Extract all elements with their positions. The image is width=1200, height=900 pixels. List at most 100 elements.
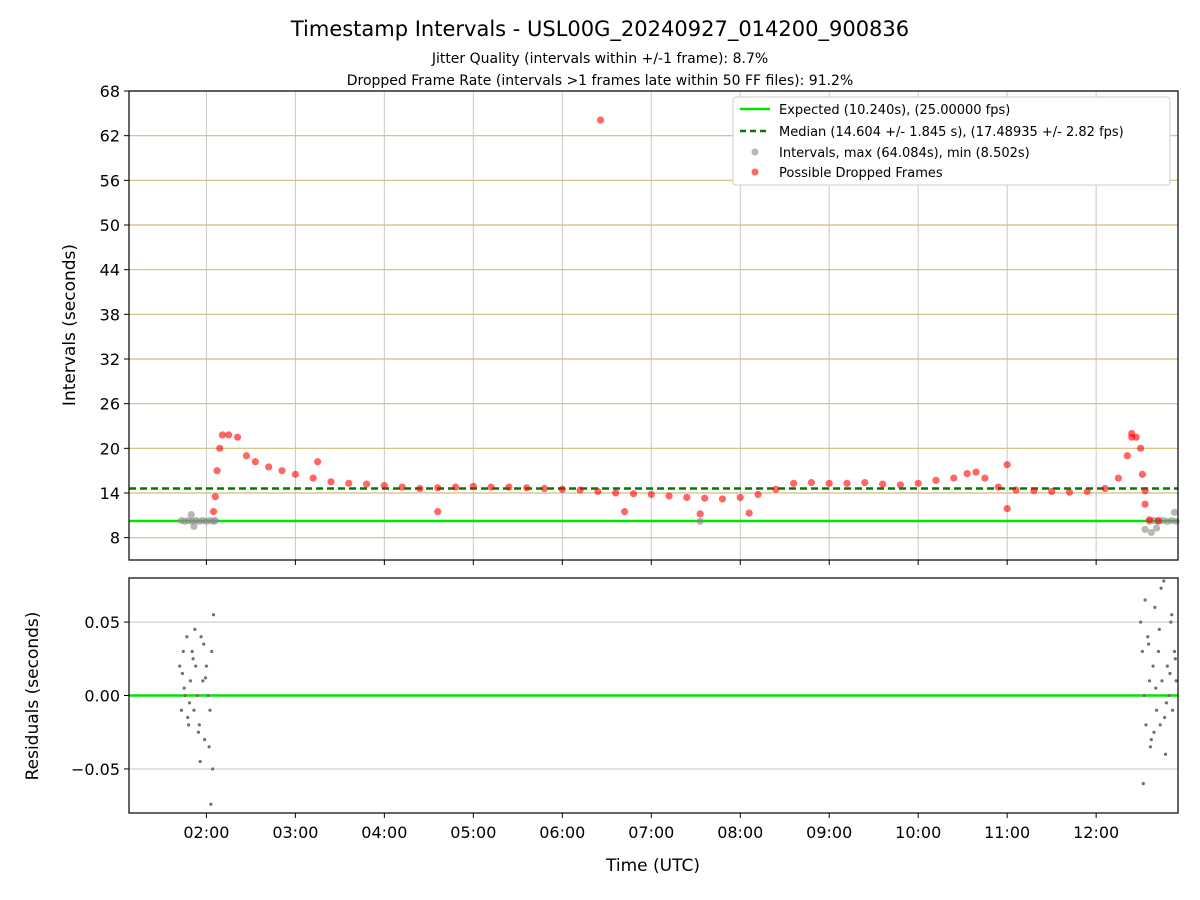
dropped-frame-point — [1114, 474, 1122, 482]
top-panel-y-ticks: 8 14 20 26 32 38 44 50 56 62 68 — [100, 82, 129, 548]
residual-point — [187, 701, 192, 705]
residual-point — [207, 745, 211, 749]
dropped-frame-point — [629, 490, 638, 498]
dropped-frame-point — [972, 468, 980, 476]
residual-point — [194, 664, 198, 668]
dropped-frame-point — [718, 495, 727, 503]
residual-point — [181, 649, 185, 654]
residual-point — [1163, 715, 1167, 720]
bottom-x-tick-label: 12:00 — [1073, 823, 1119, 842]
residual-point — [197, 723, 201, 727]
residual-point — [1154, 686, 1158, 690]
residual-point — [1157, 627, 1161, 632]
residual-point — [1171, 708, 1175, 712]
dropped-frame-point — [843, 479, 851, 487]
residual-point — [201, 679, 205, 683]
dropped-frame-point — [596, 116, 605, 124]
dropped-frame-point — [505, 483, 513, 491]
top-y-tick-label: 62 — [100, 127, 120, 146]
dropped-frame-point — [1145, 516, 1154, 524]
residual-point — [1143, 598, 1147, 602]
dropped-frame-point — [994, 483, 1002, 491]
dropped-frame-point — [963, 470, 971, 478]
dropped-frame-point — [950, 474, 958, 482]
dropped-frame-point — [523, 484, 531, 492]
bottom-y-axis-label: Residuals (seconds) — [23, 612, 43, 781]
dropped-frame-point — [1030, 487, 1038, 495]
dropped-frame-point — [647, 490, 655, 499]
residual-point — [1173, 657, 1177, 661]
residual-point — [202, 642, 206, 646]
legend-box — [732, 96, 1171, 186]
residual-point — [1169, 620, 1173, 624]
residual-point — [208, 708, 212, 712]
top-panel-x-ticks — [205, 560, 1097, 565]
residual-point — [1147, 679, 1152, 683]
residual-point — [185, 635, 189, 639]
dropped-frame-point — [314, 458, 322, 466]
dropped-frame-point — [981, 474, 989, 482]
dropped-frame-point — [213, 467, 221, 475]
bottom-x-tick-label: 04:00 — [361, 823, 407, 842]
residual-point — [1148, 745, 1153, 749]
top-y-tick-label: 26 — [100, 395, 120, 414]
dropped-frame-point — [620, 508, 629, 516]
dropped-frame-point — [754, 490, 762, 499]
dropped-frame-point — [362, 480, 371, 488]
residual-point — [1159, 586, 1163, 590]
residual-point — [211, 613, 216, 617]
dropped-frame-point — [380, 481, 388, 490]
top-y-axis-label: Intervals (seconds) — [60, 244, 80, 406]
bottom-x-tick-label: 02:00 — [183, 823, 229, 842]
dropped-frame-point — [278, 467, 286, 475]
residual-point — [199, 635, 203, 639]
residual-point — [1174, 679, 1178, 683]
bottom-panel-x-ticks: 02:00 03:00 04:00 05:00 06:00 07:00 08:00 09:00… — [183, 813, 1119, 842]
residual-point — [1156, 649, 1161, 654]
dropped-frame-point — [1137, 444, 1145, 452]
chart-subtitle-dropped: Dropped Frame Rate (intervals >1 frames … — [347, 73, 854, 89]
legend-expected-label: Expected (10.240s), (25.00000 fps) — [779, 103, 1010, 118]
dropped-frame-point — [1048, 487, 1056, 496]
bottom-x-tick-label: 08:00 — [717, 823, 763, 842]
dropped-frame-point — [345, 479, 353, 487]
dropped-frame-point — [736, 493, 744, 502]
interval-point — [1172, 517, 1180, 525]
residual-point — [1167, 693, 1171, 698]
interval-point — [211, 516, 219, 525]
dropped-frame-point — [233, 433, 242, 441]
top-y-tick-label: 8 — [110, 529, 120, 548]
residual-point — [180, 671, 184, 676]
residual-point — [182, 686, 186, 690]
dropped-frame-point — [434, 484, 442, 492]
dropped-frame-point — [1138, 470, 1147, 478]
residual-point — [190, 649, 194, 654]
top-y-tick-label: 50 — [100, 216, 120, 235]
dropped-frame-point — [914, 479, 922, 487]
top-y-tick-label: 44 — [100, 261, 120, 280]
residual-point — [193, 627, 197, 632]
dropped-frame-point — [1012, 486, 1020, 494]
interval-point — [1141, 525, 1149, 534]
dropped-frame-point — [1128, 429, 1136, 438]
bottom-x-tick-label: 03:00 — [272, 823, 318, 842]
dropped-frame-point — [225, 431, 233, 439]
bottom-panel-frame — [128, 577, 1179, 814]
dropped-frame-point — [1003, 461, 1011, 469]
x-axis-label: Time (UTC) — [605, 856, 700, 876]
dropped-frame-point — [1141, 500, 1149, 508]
dropped-frame-point — [1123, 452, 1131, 460]
dropped-frame-point — [327, 478, 335, 486]
residual-point — [1141, 782, 1145, 786]
dropped-frame-point — [665, 492, 673, 500]
dropped-frame-point — [242, 452, 251, 460]
bottom-panel-y-ticks: 0.05 0.00 −0.05 — [71, 613, 129, 779]
dropped-frame-point — [251, 458, 259, 466]
residual-point — [1168, 671, 1172, 676]
legend: Expected (10.240s), (25.00000 fps) Media… — [732, 96, 1171, 186]
residual-point — [1152, 730, 1156, 734]
dropped-frame-point — [1003, 505, 1011, 513]
top-y-tick-label: 56 — [100, 171, 120, 190]
dropped-frame-point — [683, 493, 691, 502]
residual-point — [192, 708, 196, 712]
